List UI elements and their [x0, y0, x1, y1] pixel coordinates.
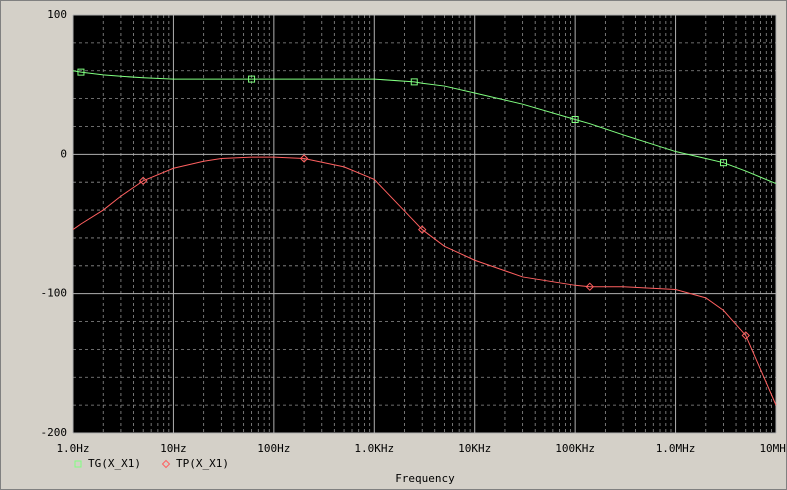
x-tick-label: 100KHz [555, 442, 595, 455]
y-tick-label: 100 [47, 8, 67, 21]
series-marker [77, 68, 85, 76]
legend-label: TP(X_X1) [176, 457, 229, 470]
series-marker [248, 75, 256, 83]
y-tick-label: -200 [41, 426, 68, 439]
y-tick-label: 0 [60, 147, 67, 160]
series-line [72, 156, 777, 406]
x-tick-label: 1.0KHz [354, 442, 394, 455]
series-marker [741, 331, 750, 340]
series-marker [417, 225, 427, 234]
series-marker [585, 282, 595, 291]
y-tick-label: -100 [41, 287, 68, 300]
x-tick-label: 10Hz [160, 442, 187, 455]
legend-symbol [161, 459, 171, 469]
series-marker [719, 159, 727, 167]
series-marker [138, 176, 148, 186]
series-marker [410, 78, 418, 86]
x-tick-label: 10KHz [458, 442, 491, 455]
x-tick-label: 1.0Hz [56, 442, 89, 455]
plot-area [73, 15, 776, 433]
x-tick-label: 10MHz [759, 442, 787, 455]
legend-label: TG(X_X1) [88, 457, 141, 470]
x-tick-label: 1.0MHz [656, 442, 696, 455]
x-axis-title: Frequency [395, 472, 455, 485]
series-line [72, 70, 777, 185]
x-tick-label: 100Hz [257, 442, 290, 455]
series-marker [571, 116, 579, 123]
legend-symbol [74, 460, 82, 468]
series-marker [299, 154, 309, 163]
